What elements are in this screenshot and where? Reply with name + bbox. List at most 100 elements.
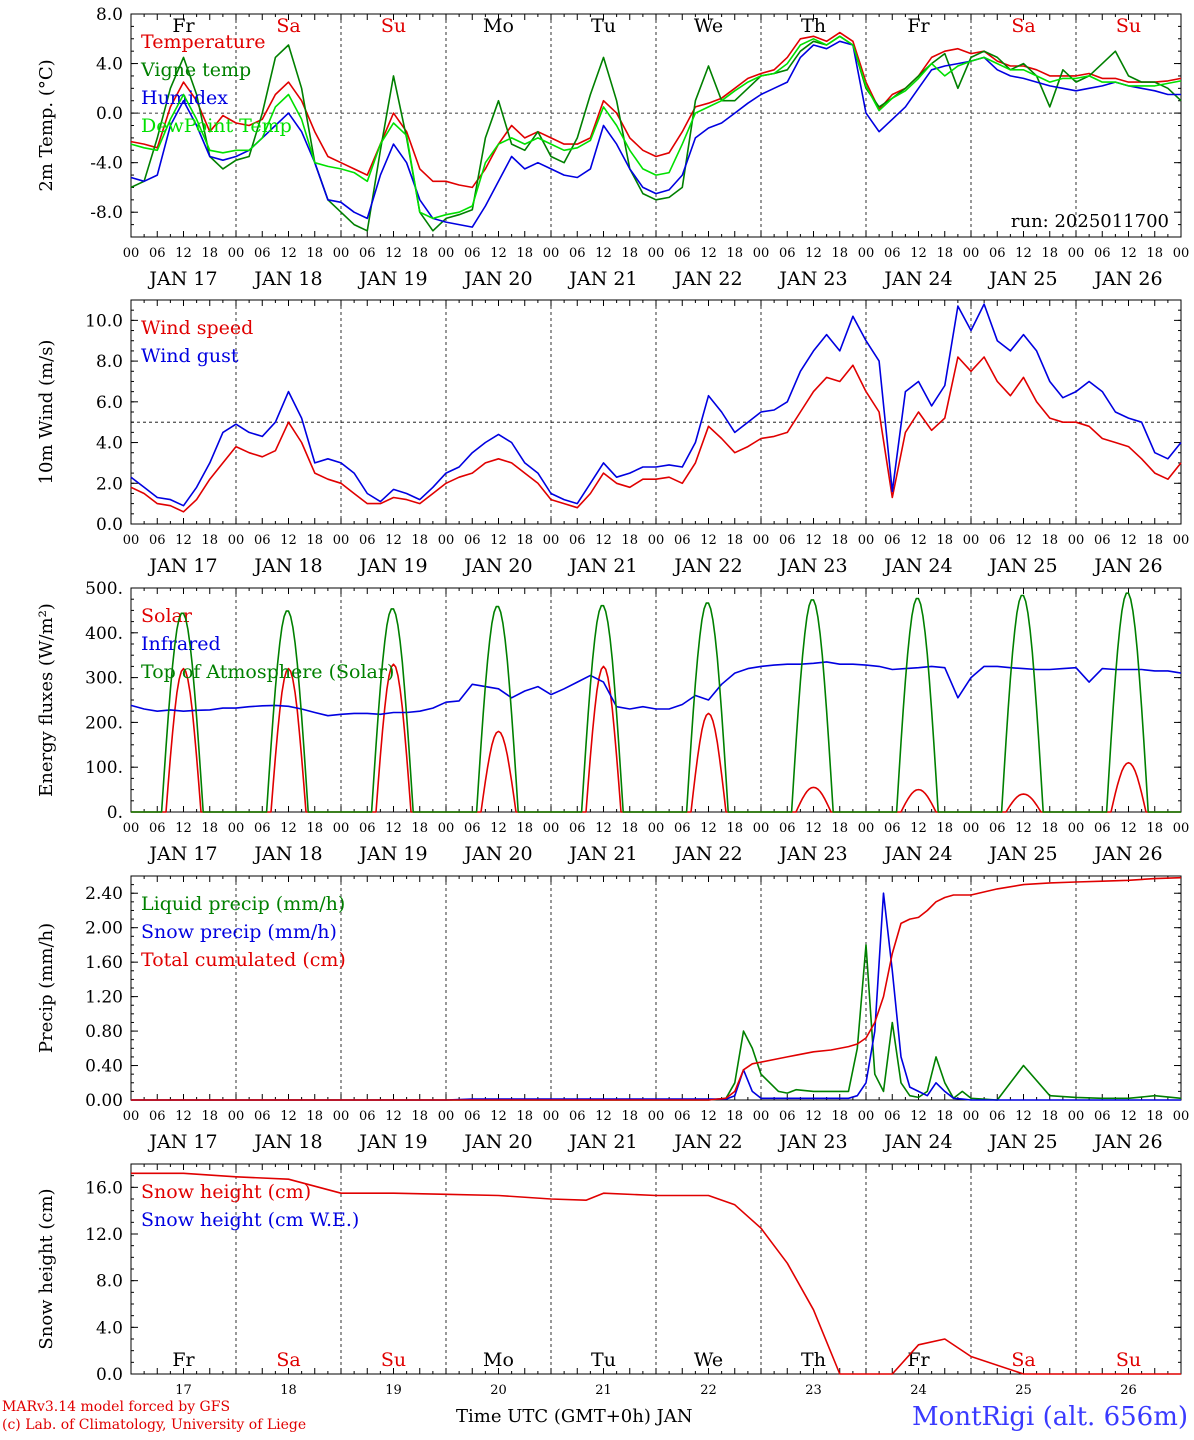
- y-tick-label: 0.: [107, 803, 123, 823]
- x-hour-label: 00: [858, 533, 875, 548]
- x-hour-label: 18: [621, 246, 638, 261]
- footer-credits: MARv3.14 model forced by GFS (c) Lab. of…: [2, 1398, 306, 1434]
- model-line: MARv3.14 model forced by GFS: [2, 1399, 231, 1415]
- run-label: run: 2025011700: [1011, 211, 1169, 232]
- weekday-label: We: [694, 15, 723, 37]
- day-number-label: 19: [385, 1383, 402, 1398]
- y-tick-label: 300.: [85, 669, 123, 689]
- x-date-label: JAN 19: [357, 1131, 427, 1153]
- x-hour-label: 12: [595, 246, 612, 261]
- x-hour-label: 18: [516, 821, 533, 836]
- day-number-label: 22: [700, 1383, 717, 1398]
- y-tick-label: 8.0: [96, 1272, 123, 1292]
- x-hour-label: 12: [490, 533, 507, 548]
- x-date-label: JAN 20: [462, 555, 532, 577]
- x-date-label: JAN 23: [777, 268, 847, 290]
- x-date-label: JAN 18: [252, 555, 322, 577]
- x-hour-label: 12: [1015, 821, 1032, 836]
- x-date-label: JAN 19: [357, 268, 427, 290]
- weekday-label: Sa: [1011, 1349, 1035, 1371]
- x-hour-label: 06: [1094, 246, 1111, 261]
- x-hour-label: 06: [569, 821, 586, 836]
- x-hour-label: 06: [464, 821, 481, 836]
- y-tick-label: -8.0: [90, 203, 123, 223]
- x-hour-label: 12: [385, 533, 402, 548]
- x-hour-label: 06: [254, 1109, 271, 1124]
- x-date-label: JAN 26: [1092, 1131, 1162, 1153]
- x-hour-label: 12: [910, 533, 927, 548]
- x-hour-label: 00: [123, 821, 140, 836]
- x-hour-label: 12: [385, 821, 402, 836]
- x-hour-label: 00: [333, 1109, 350, 1124]
- x-hour-label: 06: [674, 533, 691, 548]
- x-hour-label: 18: [831, 1109, 848, 1124]
- y-tick-label: 12.0: [85, 1225, 123, 1245]
- x-hour-label: 12: [595, 1109, 612, 1124]
- x-hour-label: 00: [543, 533, 560, 548]
- y-axis-label: Energy fluxes (W/m²): [36, 603, 57, 797]
- x-hour-label: 12: [490, 1109, 507, 1124]
- x-date-label: JAN 23: [777, 1131, 847, 1153]
- legend-entry: Snow height (cm W.E.): [141, 1209, 359, 1231]
- x-hour-label: 00: [333, 246, 350, 261]
- x-hour-label: 06: [674, 1109, 691, 1124]
- x-hour-label: 12: [805, 1109, 822, 1124]
- x-hour-label: 18: [306, 246, 323, 261]
- x-hour-label: 00: [648, 246, 665, 261]
- x-hour-label: 00: [438, 1109, 455, 1124]
- weekday-label: Tu: [591, 1349, 616, 1371]
- x-hour-label: 06: [1094, 821, 1111, 836]
- x-hour-label: 12: [805, 821, 822, 836]
- x-hour-label: 06: [464, 1109, 481, 1124]
- x-hour-label: 12: [280, 533, 297, 548]
- x-hour-label: 18: [306, 821, 323, 836]
- x-hour-label: 00: [228, 821, 245, 836]
- weekday-label: Fr: [907, 1349, 930, 1371]
- day-number-label: 23: [805, 1383, 822, 1398]
- x-hour-label: 06: [884, 821, 901, 836]
- y-tick-label: 0.0: [96, 104, 123, 124]
- x-hour-label: 12: [910, 821, 927, 836]
- weekday-label: Sa: [276, 1349, 300, 1371]
- x-date-label: JAN 18: [252, 1131, 322, 1153]
- x-hour-label: 18: [1146, 821, 1163, 836]
- x-hour-label: 12: [1120, 1109, 1137, 1124]
- series-line-snow-height-cm-: [131, 1172, 1181, 1375]
- y-tick-label: 10.0: [85, 311, 123, 331]
- x-hour-label: 18: [936, 246, 953, 261]
- x-date-label: JAN 24: [882, 1131, 952, 1153]
- weekday-label: Sa: [276, 15, 300, 37]
- x-hour-label: 18: [516, 246, 533, 261]
- weekday-label: Th: [801, 1349, 826, 1371]
- legend-entry: Vigne temp: [140, 59, 251, 81]
- y-tick-label: 2.0: [96, 474, 123, 494]
- x-hour-label: 00: [123, 1109, 140, 1124]
- x-hour-label: 18: [621, 533, 638, 548]
- x-hour-label: 12: [175, 533, 192, 548]
- legend-entry: Solar: [141, 605, 193, 627]
- x-hour-label: 18: [726, 533, 743, 548]
- x-hour-label: 00: [1173, 1109, 1190, 1124]
- day-number-label: 17: [175, 1383, 192, 1398]
- series-line-top-of-atmosphere-solar-: [131, 592, 1181, 813]
- x-hour-label: 00: [753, 246, 770, 261]
- x-hour-label: 18: [411, 533, 428, 548]
- x-date-label: JAN 21: [567, 555, 637, 577]
- x-hour-label: 06: [359, 533, 376, 548]
- x-date-label: JAN 17: [147, 268, 217, 290]
- panel-frame-energy: [130, 587, 1182, 813]
- x-hour-label: 00: [753, 821, 770, 836]
- x-hour-label: 12: [385, 1109, 402, 1124]
- legend-entry: Total cumulated (cm): [141, 949, 346, 971]
- x-hour-label: 06: [254, 821, 271, 836]
- legend-entry: Liquid precip (mm/h): [141, 893, 345, 915]
- x-hour-label: 12: [1120, 246, 1137, 261]
- y-tick-label: 16.0: [85, 1178, 123, 1198]
- x-hour-label: 18: [1041, 246, 1058, 261]
- y-tick-label: 500.: [85, 579, 123, 599]
- weekday-label: Fr: [907, 15, 930, 37]
- x-hour-label: 00: [648, 821, 665, 836]
- x-hour-label: 12: [1015, 1109, 1032, 1124]
- x-hour-label: 06: [884, 533, 901, 548]
- x-hour-label: 00: [858, 821, 875, 836]
